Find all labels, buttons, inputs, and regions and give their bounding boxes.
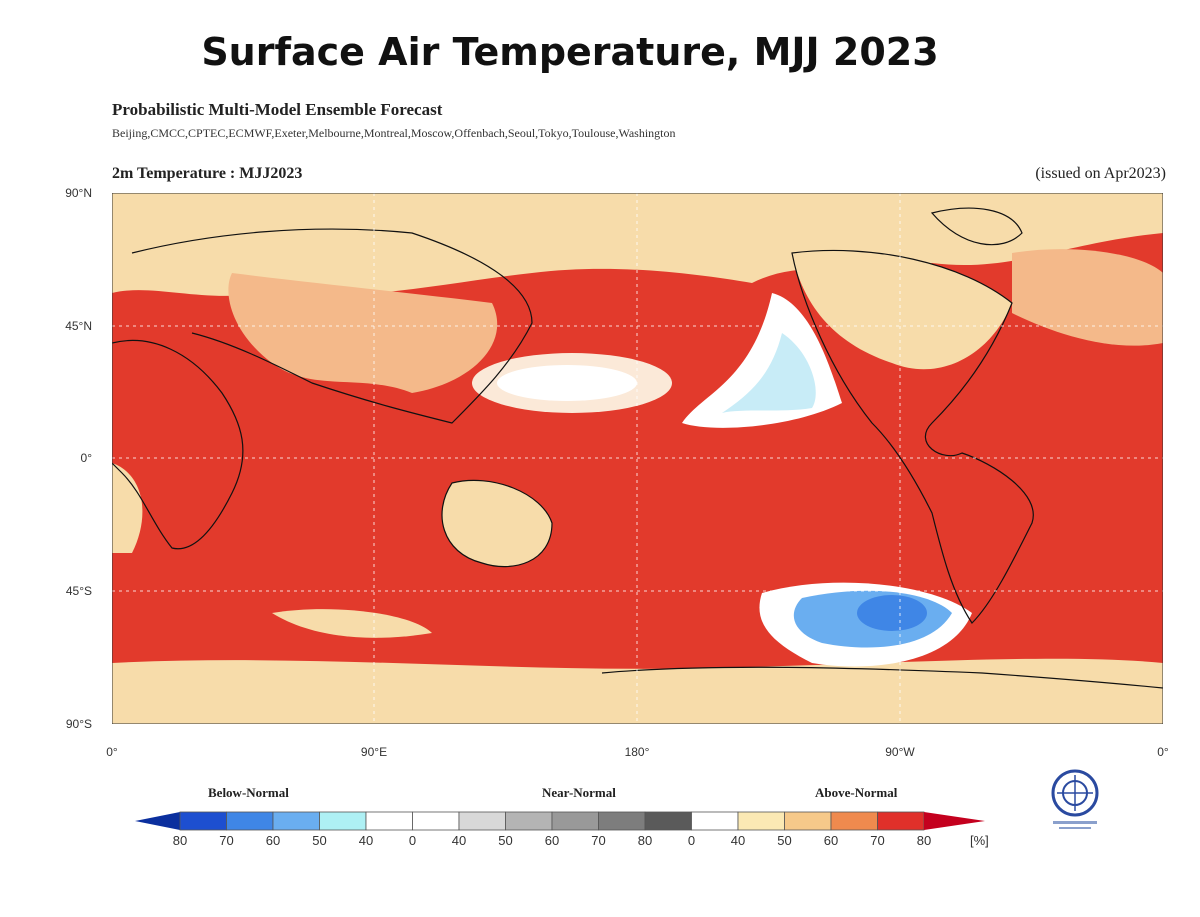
colorbar-box [737,811,785,831]
south-pacific-deep-blue [857,595,927,631]
lon-label: 0° [106,745,118,759]
colorbar-box [226,811,274,831]
lon-label: 90°E [360,745,388,759]
lon-label: 0° [1157,745,1169,759]
colorbar-tick: 80 [172,833,188,848]
colorbar-box [365,811,413,831]
lat-label: 0° [80,451,92,465]
indian-ocean-patch [272,609,432,638]
colorbar-tick: 40 [730,833,746,848]
north-america-patch [792,250,1012,370]
lat-label: 90°N [65,186,92,200]
colorbar-tick: 0 [687,833,696,848]
colorbar-tick: 80 [916,833,932,848]
north-pacific-white-core [497,365,637,401]
lon-label: 90°W [885,745,915,759]
colorbar-arrow-high [924,812,985,830]
lon-label: 180° [624,745,650,759]
colorbar-box [551,811,599,831]
legend-above-normal: Above-Normal [815,785,898,800]
colorbar-box [505,811,553,831]
coastlines [112,207,1163,689]
colorbar-box [598,811,646,831]
legend-unit: [%] [970,833,989,848]
probability-map [112,193,1163,724]
colorbar-box [319,811,367,831]
colorbar-box [877,811,925,831]
colorbar-tick: 50 [312,833,327,848]
colorbar-tick: 60 [265,833,281,848]
colorbar [135,811,985,831]
colorbar-tick: 40 [358,833,374,848]
colorbar-box [691,811,739,831]
colorbar-tick: 70 [870,833,885,848]
colorbar-box [830,811,878,831]
lat-label: 90°S [65,717,92,731]
subtitle: Probabilistic Multi-Model Ensemble Forec… [112,100,443,119]
colorbar-tick: 0 [408,833,417,848]
contributing-centres: Beijing,CMCC,CPTEC,ECMWF,Exeter,Melbourn… [112,126,676,140]
lat-label: 45°S [65,584,92,598]
colorbar-tick: 80 [637,833,653,848]
colorbar-tick: 70 [219,833,234,848]
variable-label: 2m Temperature : MJJ2023 [112,165,303,182]
asia-patch [228,273,498,393]
graticule [112,193,1163,724]
wmo-logo [1051,769,1099,829]
lat-label: 45°N [65,319,92,333]
colorbar-box [412,811,460,831]
africa-west-patch [112,463,143,553]
colorbar-tick: 50 [498,833,513,848]
colorbar-tick: 70 [591,833,606,848]
north-atlantic-patch [1012,249,1163,346]
colorbar-tick: 60 [544,833,560,848]
colorbar-tick: 60 [823,833,839,848]
legend-below-normal: Below-Normal [208,785,289,800]
colorbar-box [458,811,506,831]
page-title: Surface Air Temperature, MJJ 2023 [201,30,939,74]
australia-patch [442,480,552,567]
issued-date: (issued on Apr2023) [1035,165,1166,182]
colorbar-tick: 40 [451,833,467,848]
colorbar-box [644,811,692,831]
legend-near-normal: Near-Normal [542,785,616,800]
colorbar-box [272,811,320,831]
colorbar-box [784,811,832,831]
colorbar-box [179,811,227,831]
colorbar-tick: 50 [777,833,792,848]
colorbar-arrow-low [135,812,180,830]
northeast-pacific-blue [722,333,816,413]
